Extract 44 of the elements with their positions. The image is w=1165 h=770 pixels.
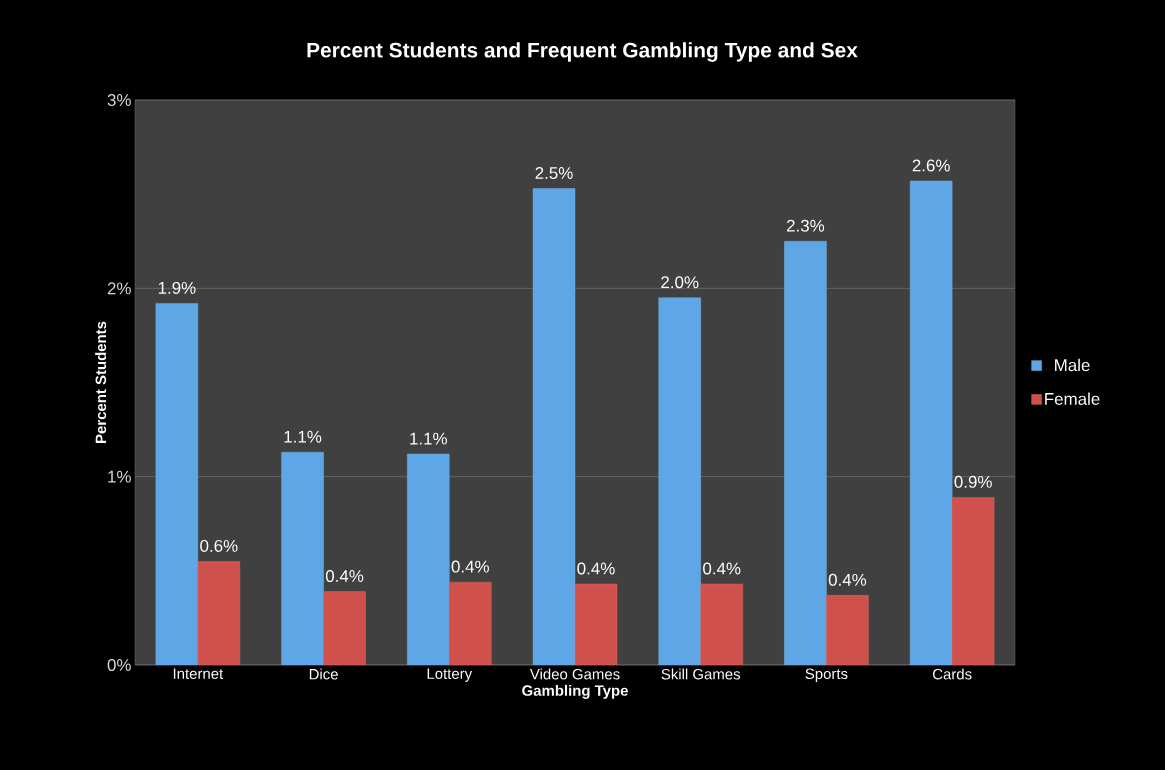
data-label: 0.4% xyxy=(577,562,615,575)
bar xyxy=(281,451,324,665)
bar xyxy=(951,497,995,665)
x-tick-label: Dice xyxy=(309,668,338,680)
data-label: 0.4% xyxy=(325,570,364,583)
data-label: 0.4% xyxy=(828,573,867,586)
bar xyxy=(658,297,701,665)
bar xyxy=(197,561,241,665)
bar xyxy=(323,591,366,665)
bar xyxy=(826,595,869,665)
data-label: 1.1% xyxy=(284,430,322,443)
chart-title: Percent Students and Frequent Gambling Type and Sex xyxy=(307,42,858,62)
x-tick-label: Cards xyxy=(932,668,972,680)
data-label: 2.0% xyxy=(661,276,699,289)
bar xyxy=(449,581,492,665)
bar xyxy=(700,583,743,665)
y-tick-label: 2% xyxy=(107,282,131,295)
data-label: 1.1% xyxy=(410,432,447,445)
y-axis-title: Percent Students xyxy=(95,321,107,443)
x-tick-label: Sports xyxy=(805,668,848,683)
y-tick-label: 1% xyxy=(108,470,131,483)
legend-label: Male xyxy=(1055,358,1090,372)
x-tick-label: Lottery xyxy=(427,668,473,682)
data-label: 0.4% xyxy=(451,560,489,573)
bar xyxy=(909,180,953,665)
data-label: 0.9% xyxy=(954,475,992,488)
x-tick-label: Internet xyxy=(173,668,224,679)
data-label: 2.3% xyxy=(787,219,825,232)
bar xyxy=(784,241,827,665)
x-tick-label: Skill Games xyxy=(661,668,741,680)
data-label: 0.6% xyxy=(200,539,238,552)
data-label: 2.6% xyxy=(912,159,950,172)
y-tick-label: 0% xyxy=(107,659,131,671)
x-tick-label: Video Games xyxy=(529,668,620,680)
bar xyxy=(155,303,199,665)
data-label: 0.4% xyxy=(703,562,741,575)
data-label: 1.9% xyxy=(158,281,196,294)
bar xyxy=(532,188,576,665)
data-label: 2.5% xyxy=(535,167,573,179)
y-tick-label: 3% xyxy=(107,94,131,106)
legend-label: Female xyxy=(1045,392,1100,405)
bar xyxy=(574,583,618,665)
bar xyxy=(407,453,450,665)
x-axis-title: Gambling Type xyxy=(522,684,628,699)
